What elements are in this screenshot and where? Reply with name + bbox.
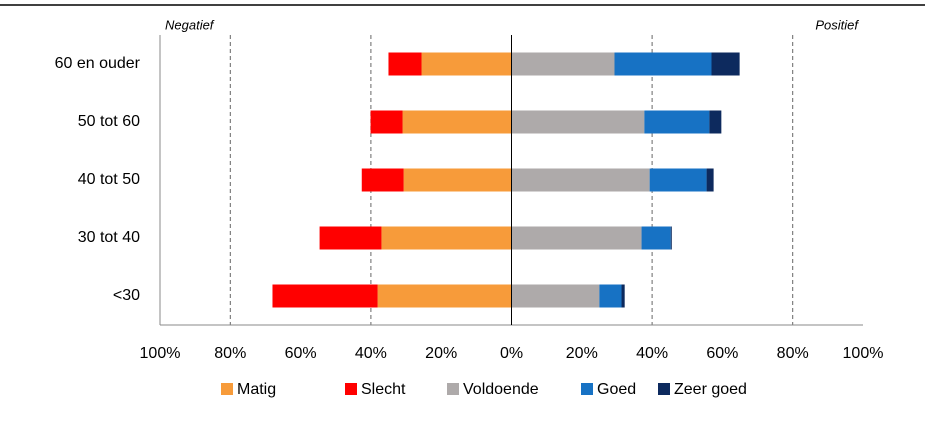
y-tick-label: 30 tot 40 xyxy=(78,229,140,246)
x-tick-label: 80% xyxy=(777,345,809,362)
bar xyxy=(709,110,722,134)
bar xyxy=(377,284,512,308)
bar xyxy=(599,284,622,308)
bar xyxy=(614,52,712,76)
y-tick-label: <30 xyxy=(113,287,140,304)
legend-swatch xyxy=(581,383,593,395)
bar xyxy=(403,168,512,192)
x-tick-label: 100% xyxy=(140,345,181,362)
bar xyxy=(511,52,615,76)
x-tick-label: 80% xyxy=(214,345,246,362)
annotation: Positief xyxy=(815,17,859,32)
bar xyxy=(319,226,382,250)
bar xyxy=(621,284,625,308)
annotation: Negatief xyxy=(165,17,215,32)
legend-label: Voldoende xyxy=(463,381,539,398)
legend-label: Matig xyxy=(237,381,276,398)
bar xyxy=(361,168,404,192)
legend-label: Goed xyxy=(597,381,636,398)
bar xyxy=(706,168,714,192)
bar xyxy=(711,52,740,76)
bar xyxy=(511,284,600,308)
x-tick-label: 40% xyxy=(355,345,387,362)
legend-label: Zeer goed xyxy=(674,381,747,398)
legend-swatch xyxy=(447,383,459,395)
legend-swatch xyxy=(345,383,357,395)
bar xyxy=(381,226,512,250)
bar xyxy=(511,226,642,250)
y-tick-label: 60 en ouder xyxy=(55,55,141,72)
bar xyxy=(641,226,671,250)
bar xyxy=(511,110,645,134)
bar xyxy=(511,168,650,192)
x-tick-label: 60% xyxy=(285,345,317,362)
bar xyxy=(649,168,707,192)
legend-swatch xyxy=(658,383,670,395)
legend-swatch xyxy=(221,383,233,395)
x-tick-label: 0% xyxy=(500,345,523,362)
bar xyxy=(370,110,403,134)
x-tick-label: 20% xyxy=(425,345,457,362)
x-tick-label: 60% xyxy=(706,345,738,362)
bar xyxy=(402,110,512,134)
x-tick-label: 20% xyxy=(566,345,598,362)
bar xyxy=(644,110,710,134)
x-tick-label: 100% xyxy=(843,345,884,362)
bar xyxy=(388,52,422,76)
legend-label: Slecht xyxy=(361,381,406,398)
x-tick-label: 40% xyxy=(636,345,668,362)
y-tick-label: 40 tot 50 xyxy=(78,171,140,188)
bar xyxy=(670,226,672,250)
y-tick-label: 50 tot 60 xyxy=(78,113,140,130)
bar xyxy=(421,52,512,76)
bar xyxy=(272,284,378,308)
